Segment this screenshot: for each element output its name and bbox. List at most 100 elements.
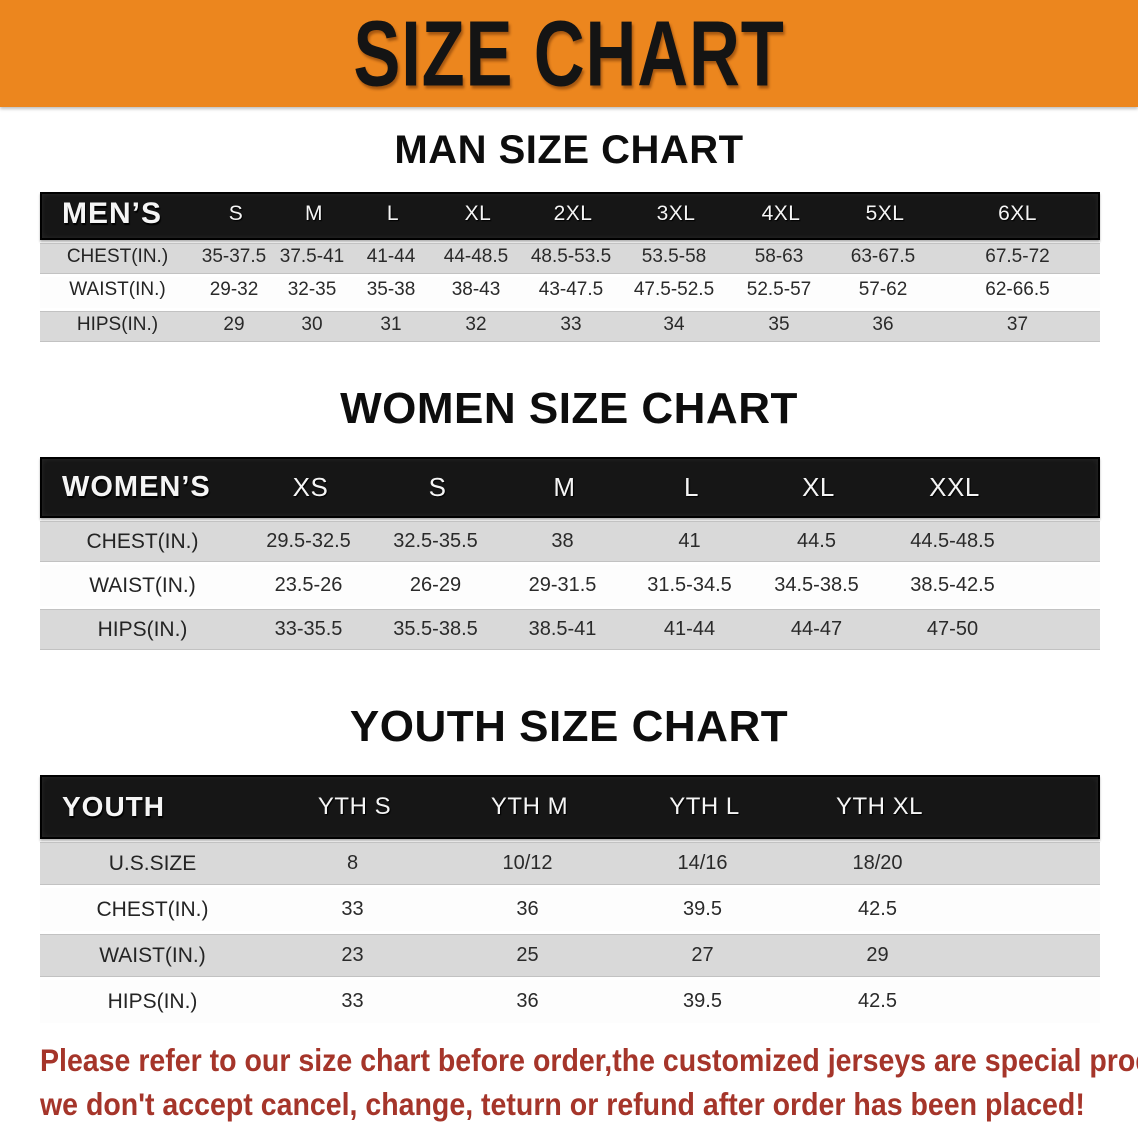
youth-waist-in-yth-m: 25 [516,944,539,966]
men-hips-in-s: 29 [223,313,245,335]
men-hips-in-6xl: 37 [1006,313,1029,335]
women-column-header-xs: XS [292,472,329,502]
women-column-header-s: S [428,472,447,502]
women-waist-in-m: 29-31.5 [528,574,597,596]
men-row-label-hips-in: HIPS(IN.) [76,313,159,335]
men-table-header-row: MEN’S S M L XL 2XL 3XL 4XL 5XL 6XL [40,192,1100,240]
women-chest-in-m: 38 [551,530,574,552]
men-row-waist-in: WAIST(IN.) 29-32 32-35 35-38 38-43 43-47.5 47.… [40,277,1100,308]
women-waist-in-s: 26-29 [409,574,462,596]
disclaimer-line-1: Please refer to our size chart before or… [40,1042,1138,1079]
order-disclaimer: Please refer to our size chart before or… [40,1039,1138,1127]
women-row-hips-in: HIPS(IN.) 33-35.5 35.5-38.5 38.5-41 41-44 44-… [40,609,1100,650]
youth-row-label-waist-in: WAIST(IN.) [99,943,206,967]
banner-title: SIZE CHART [353,1,785,106]
youth-hips-in-yth-s: 33 [341,990,364,1012]
men-waist-in-m: 32-35 [287,279,337,301]
men-waist-in-5xl: 57-62 [858,279,908,301]
women-column-header-xxl: XXL [929,472,980,502]
women-waist-in-xl: 34.5-38.5 [774,574,859,596]
men-waist-in-xl: 38-43 [451,279,501,301]
men-section-heading: MAN SIZE CHART [394,128,744,172]
men-waist-in-4xl: 52.5-57 [746,279,812,301]
women-hips-in-xxl: 47-50 [926,618,979,640]
women-waist-in-xs: 23.5-26 [274,574,343,596]
youth-row-chest-in: CHEST(IN.) 33 36 39.5 42.5 [40,888,1100,931]
women-size-table: WOMEN’S XS S M L XL XXL CHEST(IN.) 29.5-32.5 32.5… [40,457,1100,650]
youth-u-s-size-yth-s: 8 [346,852,359,874]
men-hips-in-xl: 32 [465,313,487,335]
youth-size-table: YOUTH YTH S YTH M YTH L YTH XL U.S.SIZE 8 10/12… [40,775,1100,1023]
youth-hips-in-yth-l: 39.5 [683,990,722,1012]
men-size-table: MEN’S S M L XL 2XL 3XL 4XL 5XL 6XL CHEST(IN.) 35-37… [40,192,1100,342]
women-chest-in-xl: 44.5 [797,530,836,552]
women-row-label-hips-in: HIPS(IN.) [97,617,188,641]
youth-row-label-chest-in: CHEST(IN.) [96,897,209,921]
women-hips-in-xl: 44-47 [790,618,843,640]
men-waist-in-3xl: 47.5-52.5 [633,279,715,301]
men-row-label-waist-in: WAIST(IN.) [69,279,166,301]
women-row-label-chest-in: CHEST(IN.) [86,529,199,553]
section-men: MAN SIZE CHART MEN’S S M L XL 2XL 3XL 4XL 5XL 6XL… [0,128,1138,342]
youth-row-u-s-size: U.S.SIZE 8 10/12 14/16 18/20 [40,842,1100,885]
men-chest-in-5xl: 63-67.5 [850,245,916,267]
men-column-header-5xl: 5XL [865,201,905,225]
women-column-header-l: L [684,472,699,502]
men-column-header-6xl: 6XL [998,201,1037,225]
youth-column-header-yth-m: YTH M [490,793,569,820]
men-hips-in-5xl: 36 [872,313,894,335]
men-waist-in-6xl: 62-66.5 [985,279,1050,301]
women-row-label-waist-in: WAIST(IN.) [89,573,196,597]
youth-hips-in-yth-xl: 42.5 [858,990,897,1012]
youth-chest-in-yth-xl: 42.5 [858,898,897,920]
women-waist-in-l: 31.5-34.5 [647,574,732,596]
youth-column-header-yth-l: YTH L [669,793,740,820]
men-row-hips-in: HIPS(IN.) 29 30 31 32 33 34 35 36 37 [40,311,1100,342]
men-column-header-3xl: 3XL [656,201,696,225]
women-table-header-row: WOMEN’S XS S M L XL XXL [40,457,1100,518]
youth-row-label-u-s-size: U.S.SIZE [108,851,197,875]
men-chest-in-l: 41-44 [366,245,416,267]
youth-waist-in-yth-xl: 29 [866,944,889,966]
women-hips-in-xs: 33-35.5 [274,618,343,640]
women-waist-in-xxl: 38.5-42.5 [910,574,995,596]
men-waist-in-l: 35-38 [366,279,416,301]
size-chart-banner: SIZE CHART [0,0,1138,107]
youth-hips-in-yth-m: 36 [516,990,539,1012]
men-column-header-s: S [228,201,244,225]
section-youth: YOUTH SIZE CHART YOUTH YTH S YTH M YTH L YTH… [0,702,1138,1023]
women-row-waist-in: WAIST(IN.) 23.5-26 26-29 29-31.5 31.5-34.5 34… [40,565,1100,606]
youth-table-header-row: YOUTH YTH S YTH M YTH L YTH XL [40,775,1100,839]
men-hips-in-4xl: 35 [768,313,790,335]
youth-row-label-hips-in: HIPS(IN.) [107,989,198,1013]
women-hips-in-m: 38.5-41 [528,618,597,640]
youth-column-header-yth-xl: YTH XL [835,793,924,820]
men-column-header-4xl: 4XL [761,201,801,225]
men-chest-in-s: 35-37.5 [201,245,267,267]
men-column-header-l: L [386,201,400,225]
size-chart-content: MAN SIZE CHART MEN’S S M L XL 2XL 3XL 4XL 5XL 6XL… [0,128,1138,1023]
men-chest-in-6xl: 67.5-72 [985,245,1050,267]
men-column-header-2xl: 2XL [553,201,593,225]
youth-u-s-size-yth-m: 10/12 [502,852,553,874]
youth-waist-in-yth-s: 23 [341,944,364,966]
men-chest-in-4xl: 58-63 [754,245,804,267]
women-chest-in-s: 32.5-35.5 [393,530,478,552]
youth-row-waist-in: WAIST(IN.) 23 25 27 29 [40,934,1100,977]
men-hips-in-2xl: 33 [560,313,582,335]
women-hips-in-l: 41-44 [663,618,716,640]
youth-chest-in-yth-l: 39.5 [683,898,722,920]
youth-u-s-size-yth-xl: 18/20 [852,852,903,874]
men-chest-in-xl: 44-48.5 [443,245,509,267]
men-hips-in-m: 30 [301,313,323,335]
youth-table-title: YOUTH [62,791,165,822]
women-column-header-xl: XL [802,472,835,502]
women-column-header-m: M [553,472,576,502]
youth-section-heading: YOUTH SIZE CHART [349,702,789,751]
youth-column-header-yth-s: YTH S [317,793,392,820]
men-waist-in-s: 29-32 [209,279,259,301]
women-section-heading: WOMEN SIZE CHART [340,384,798,433]
women-chest-in-xxl: 44.5-48.5 [910,530,995,552]
youth-row-hips-in: HIPS(IN.) 33 36 39.5 42.5 [40,980,1100,1023]
men-waist-in-2xl: 43-47.5 [538,279,604,301]
